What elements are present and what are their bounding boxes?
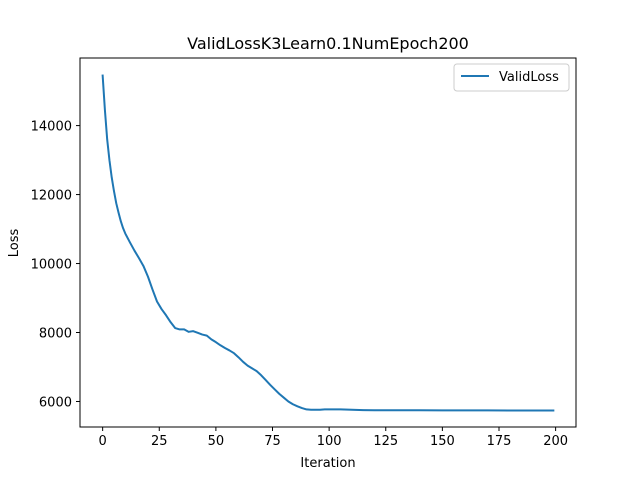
y-tick-label: 6000: [39, 395, 72, 410]
x-tick-label: 0: [99, 434, 107, 449]
x-tick-label: 200: [543, 434, 568, 449]
x-tick-label: 175: [487, 434, 512, 449]
chart-title: ValidLossK3Learn0.1NumEpoch200: [187, 34, 469, 53]
y-tick-label: 8000: [39, 327, 72, 342]
x-tick-label: 75: [264, 434, 281, 449]
plot-frame: [79, 57, 577, 428]
plot-background: [80, 58, 576, 427]
legend-box: [453, 63, 570, 92]
x-tick-label: 100: [317, 434, 342, 449]
x-tick-label: 50: [208, 434, 225, 449]
y-tick-label: 12000: [31, 189, 72, 204]
x-tick-label: 125: [373, 434, 398, 449]
y-tick-label: 10000: [31, 258, 72, 273]
x-axis-label: Iteration: [300, 456, 355, 471]
y-axis-label: Loss: [7, 229, 22, 258]
y-tick-label: 14000: [31, 120, 72, 135]
x-tick-label: 150: [430, 434, 455, 449]
series-line-validloss: [101, 74, 555, 412]
x-tick-label: 25: [151, 434, 168, 449]
legend: ValidLoss: [453, 63, 570, 92]
legend-label-validloss: ValidLoss: [499, 70, 559, 85]
ticks-layer: 0 25 50 75 100 125 150 175 200 6000 8000 10000 12000…: [31, 120, 568, 449]
